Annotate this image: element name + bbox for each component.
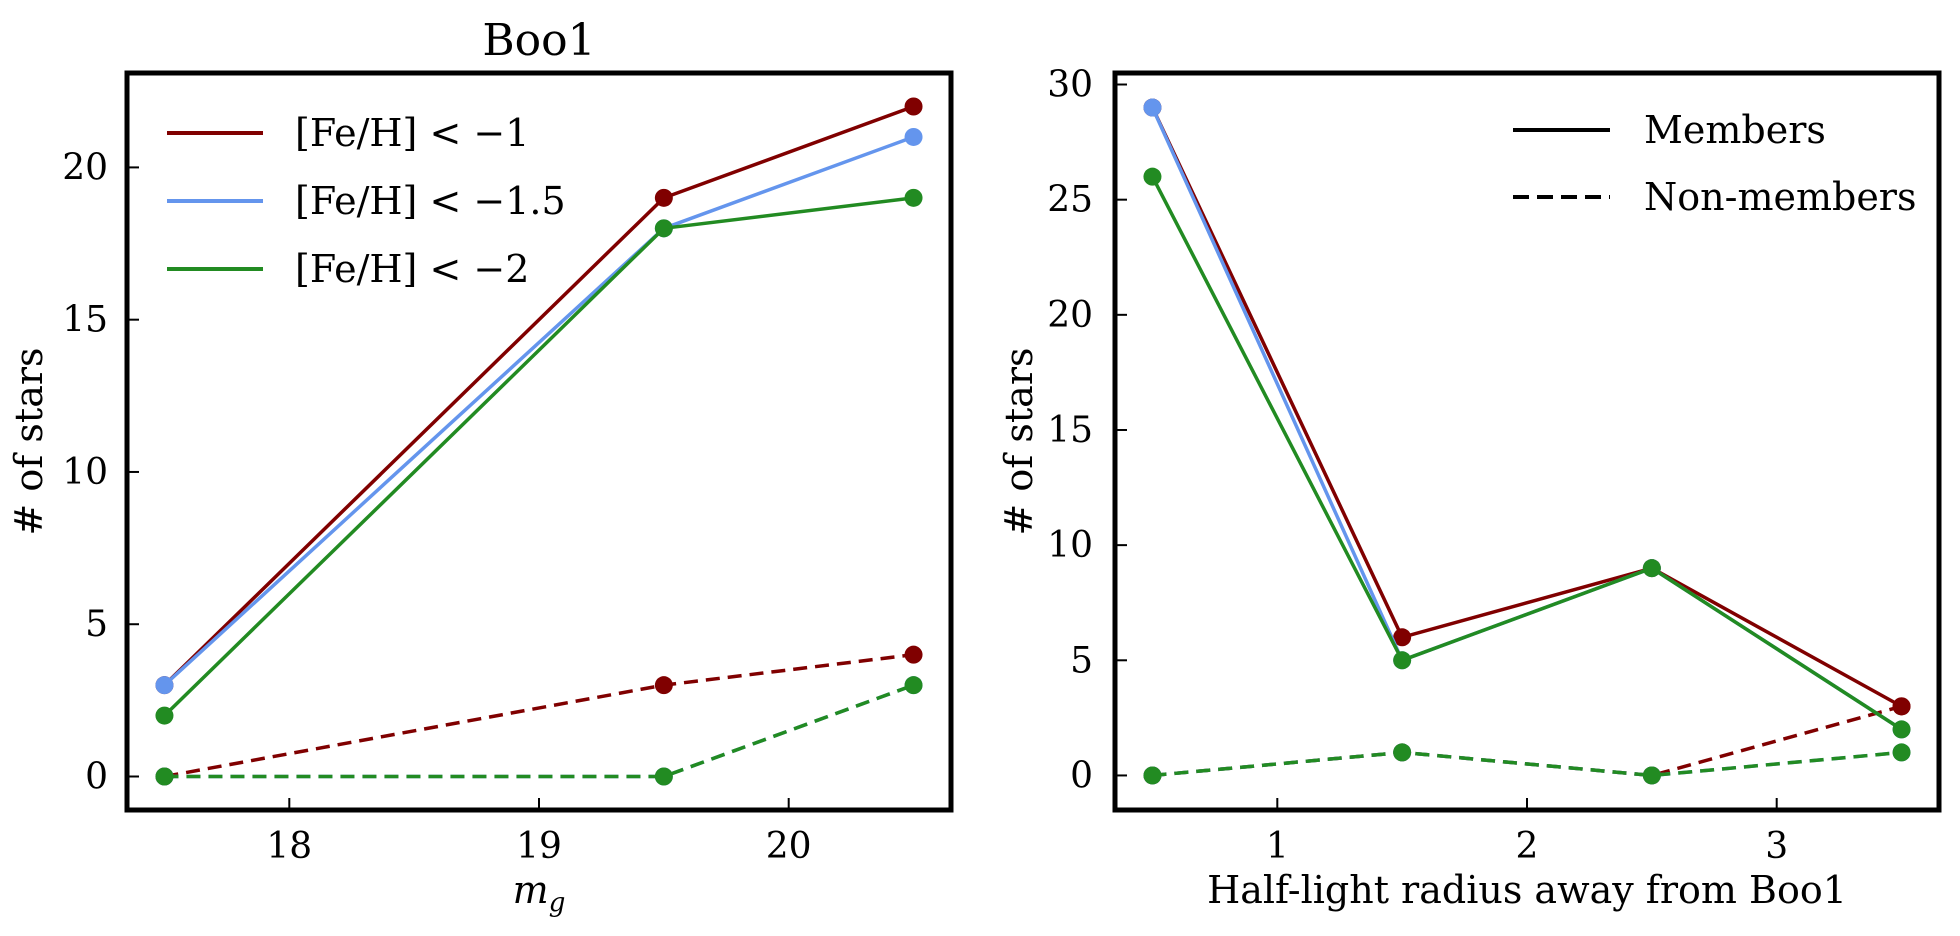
- y-tick-label: 25: [1047, 180, 1093, 221]
- data-point: [904, 676, 923, 695]
- data-point: [155, 706, 174, 725]
- data-point: [1143, 766, 1162, 785]
- x-axis-label: mg: [513, 868, 566, 918]
- members-line: [163, 196, 914, 717]
- non-members-line: [164, 652, 914, 779]
- x-tick-label: 19: [516, 826, 562, 867]
- y-tick-label: 5: [85, 604, 108, 645]
- x-tick-label: 3: [1765, 826, 1788, 867]
- data-point: [1393, 743, 1412, 762]
- x-tick-label: 2: [1516, 826, 1539, 867]
- y-tick-label: 15: [1047, 410, 1093, 451]
- y-tick-label: 30: [1047, 65, 1093, 106]
- data-point: [904, 645, 923, 664]
- data-point: [155, 676, 174, 695]
- legend-label: [Fe/H] < −1: [295, 111, 529, 155]
- data-point: [1393, 628, 1412, 647]
- left-panel-boo1-magnitude: Boo1 18 19 20 0 5 10 15 20 mg # of stars [Fe/H] < −…: [7, 15, 954, 918]
- x-tick-label: 18: [266, 826, 312, 867]
- data-point: [904, 97, 923, 116]
- x-tick-label: 1: [1266, 826, 1289, 867]
- non-members-line: [164, 683, 915, 779]
- x-axis-label: Half-light radius away from Boo1: [1207, 868, 1847, 912]
- non-members-line: [1152, 750, 1902, 778]
- data-point: [1143, 167, 1162, 186]
- y-axis-label: # of stars: [997, 347, 1041, 535]
- y-axis-label: # of stars: [7, 347, 51, 535]
- data-point: [904, 188, 923, 207]
- data-point: [155, 767, 174, 786]
- x-tick-label: 20: [766, 826, 812, 867]
- data-point: [1642, 766, 1661, 785]
- y-tick-label: 0: [1070, 755, 1093, 796]
- plot-frame: [1112, 70, 1942, 813]
- data-point: [654, 676, 673, 695]
- y-tick-label: 5: [1070, 640, 1093, 681]
- y-tick-label: 10: [1047, 525, 1093, 566]
- data-point: [654, 188, 673, 207]
- y-tick-label: 10: [62, 452, 108, 493]
- members-line: [1150, 106, 1903, 708]
- data-point: [654, 767, 673, 786]
- chart-title: Boo1: [482, 15, 595, 66]
- legend: Members Non-members: [1513, 108, 1916, 219]
- data-point: [1393, 651, 1412, 670]
- legend-label: [Fe/H] < −2: [295, 247, 529, 291]
- plot-frame: [124, 70, 954, 813]
- data-point: [1892, 720, 1911, 739]
- data-point: [1642, 559, 1661, 578]
- data-point: [1892, 697, 1911, 716]
- legend-label: Non-members: [1644, 175, 1916, 219]
- y-tick-label: 15: [62, 300, 108, 341]
- y-tick-label: 20: [1047, 295, 1093, 336]
- non-members-line: [164, 683, 915, 779]
- y-tick-label: 20: [62, 147, 108, 188]
- legend-label: [Fe/H] < −1.5: [295, 179, 566, 223]
- legend-label: Members: [1644, 108, 1826, 152]
- data-point: [904, 127, 923, 146]
- legend: [Fe/H] < −1 [Fe/H] < −1.5 [Fe/H] < −2: [167, 111, 566, 291]
- data-point: [1143, 98, 1162, 117]
- data-point: [1892, 743, 1911, 762]
- y-tick-label: 0: [85, 757, 108, 798]
- members-line: [1150, 175, 1903, 731]
- data-point: [654, 219, 673, 238]
